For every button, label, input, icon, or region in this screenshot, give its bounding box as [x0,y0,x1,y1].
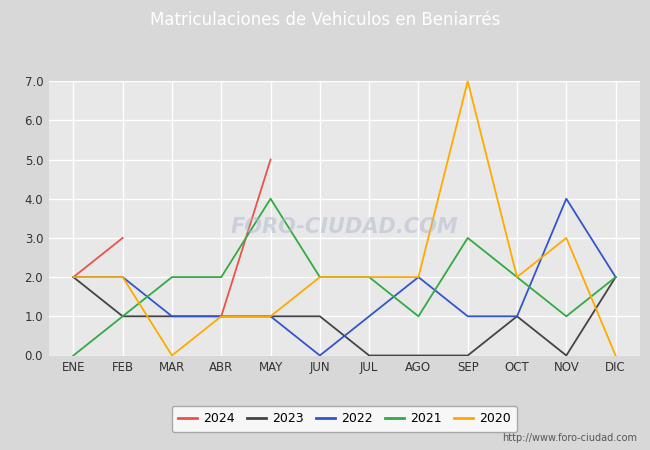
Text: FORO-CIUDAD.COM: FORO-CIUDAD.COM [231,216,458,237]
Legend: 2024, 2023, 2022, 2021, 2020: 2024, 2023, 2022, 2021, 2020 [172,406,517,432]
Text: http://www.foro-ciudad.com: http://www.foro-ciudad.com [502,433,637,443]
Text: Matriculaciones de Vehiculos en Beniarrés: Matriculaciones de Vehiculos en Beniarré… [150,11,500,29]
